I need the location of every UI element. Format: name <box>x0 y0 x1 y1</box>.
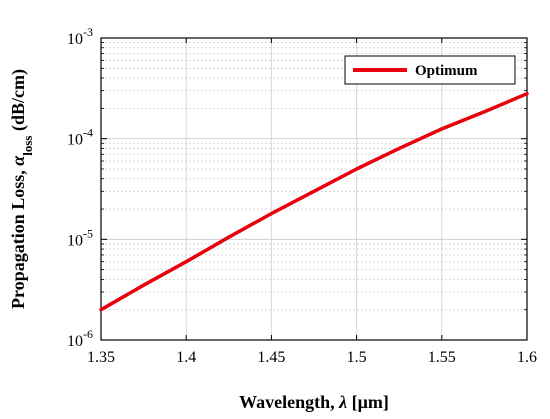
series-layer <box>99 91 529 312</box>
y-axis-label-prefix: Propagation Loss, <box>8 166 28 309</box>
y-axis-label-suffix: (dB/cm) <box>8 69 29 136</box>
x-axis-label: Wavelength, λ [μm] <box>239 392 389 412</box>
y-tick-label: 10-4 <box>67 126 93 149</box>
x-axis-label-symbol: λ <box>338 392 347 412</box>
x-tick-label: 1.6 <box>517 349 537 366</box>
x-tick-label: 1.5 <box>347 349 367 366</box>
y-tick-label: 10-3 <box>67 25 93 48</box>
y-axis-label: Propagation Loss, αloss (dB/cm) <box>8 69 35 309</box>
axis-ticks: 1.35 1.4 1.45 1.5 1.55 1.6 10-6 10-5 10-4 10-3 <box>67 25 537 366</box>
y-tick-label: 10-5 <box>67 226 93 249</box>
plot-area <box>100 37 528 341</box>
legend-box <box>344 55 516 85</box>
grid <box>101 38 527 340</box>
legend: Optimum <box>344 55 516 85</box>
x-tick-label: 1.45 <box>257 349 285 366</box>
y-axis-label-subscript: loss <box>20 136 35 156</box>
x-tick-label: 1.55 <box>428 349 456 366</box>
legend-label: Optimum <box>415 63 478 79</box>
y-axis-label-symbol: α <box>8 155 28 166</box>
y-tick-label: 10-6 <box>67 327 93 350</box>
x-axis-label-suffix: [μm] <box>347 392 389 412</box>
x-axis-label-prefix: Wavelength, <box>239 392 339 412</box>
x-tick-label: 1.35 <box>87 349 115 366</box>
series-line <box>99 91 529 312</box>
x-tick-label: 1.4 <box>176 349 196 366</box>
